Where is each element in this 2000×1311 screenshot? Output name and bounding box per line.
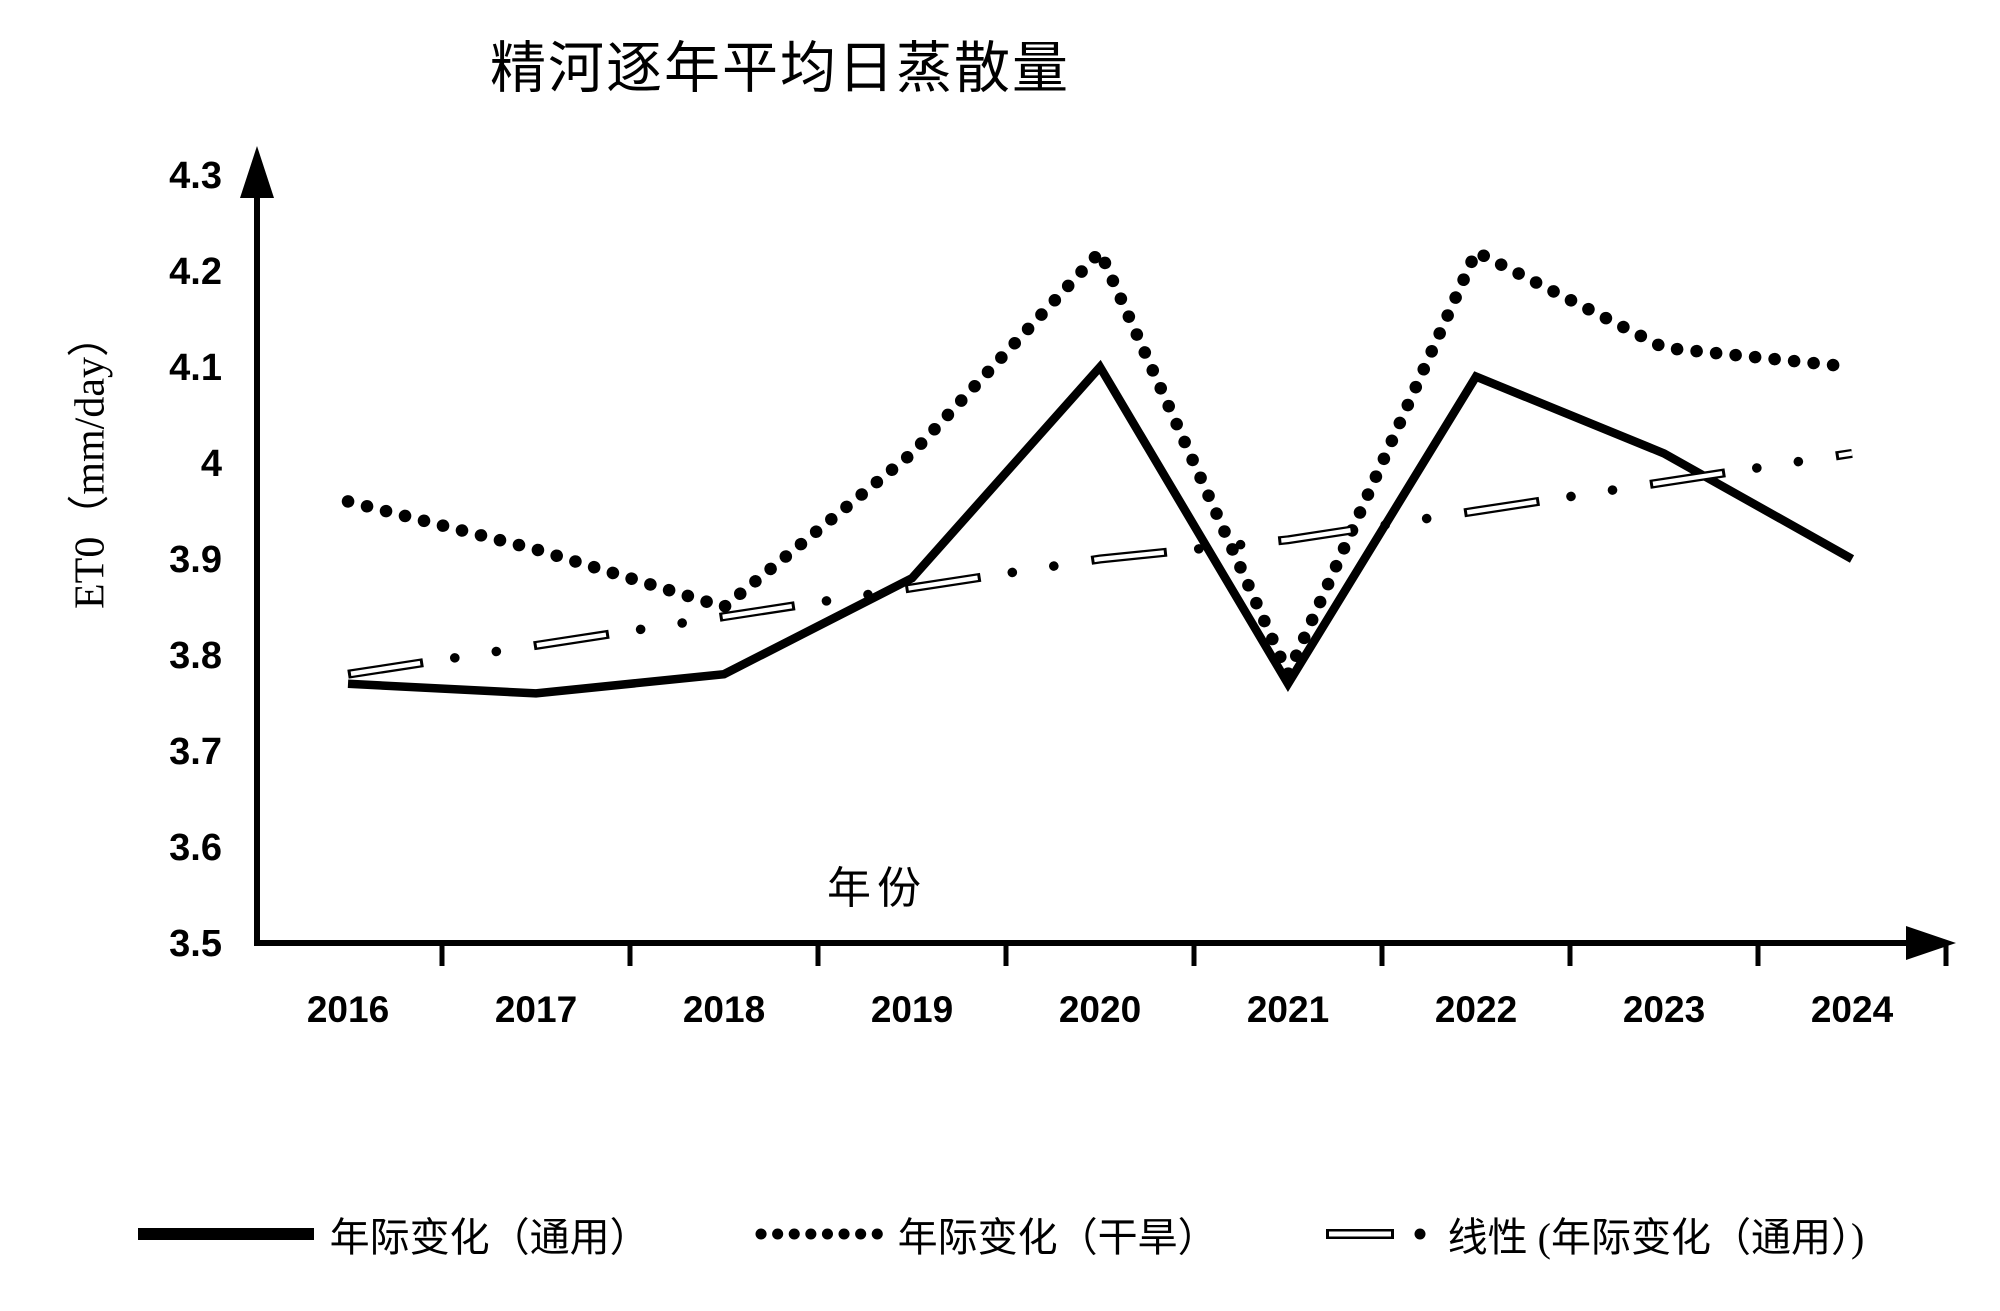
x-axis-title: 年份 <box>827 864 927 913</box>
chart-legend: 年际变化（通用） 年际变化（干旱） 线性 (年际变化（通用）) <box>0 1192 2000 1276</box>
y-tick-label: 3.6 <box>169 827 222 869</box>
legend-item-general: 年际变化（通用） <box>136 1205 650 1263</box>
y-tick-label: 4.3 <box>169 155 222 197</box>
legend-item-drought: 年际变化（干旱） <box>754 1205 1218 1263</box>
x-tick-label: 2018 <box>683 989 765 1030</box>
y-tick-label: 4.2 <box>169 251 222 293</box>
chart-title: 精河逐年平均日蒸散量 <box>490 38 1070 101</box>
y-tick-label: 4 <box>201 443 222 485</box>
y-tick-label: 3.9 <box>169 539 222 581</box>
legend-label: 年际变化（干旱） <box>897 1215 1218 1260</box>
series-line-general <box>347 359 1855 698</box>
x-tick-label: 2017 <box>495 989 577 1030</box>
y-axis-title: ET0（mm/day） <box>67 315 114 609</box>
y-tick-label: 4.1 <box>169 347 222 389</box>
legend-swatch-hollow-long-dash-dot-dot <box>1325 1228 1426 1240</box>
series-line-drought <box>341 245 1859 681</box>
y-tick-label: 3.7 <box>169 731 222 773</box>
x-tick-label: 2016 <box>307 989 389 1030</box>
series-trendline <box>343 448 1857 679</box>
x-axis-arrowhead-icon <box>1906 926 1956 960</box>
x-tick-label: 2021 <box>1247 989 1329 1030</box>
legend-item-trendline: 线性 (年际变化（通用）) <box>1322 1205 1865 1263</box>
y-tick-label: 3.5 <box>169 923 222 965</box>
x-tick-label: 2023 <box>1623 989 1705 1030</box>
x-tick-label: 2020 <box>1059 989 1141 1030</box>
x-tick-label: 2022 <box>1435 989 1517 1030</box>
legend-swatch-solid <box>137 1228 314 1240</box>
legend-swatch-dotted <box>755 1228 884 1240</box>
x-tick-label: 2024 <box>1811 989 1894 1030</box>
trendline-dash-fill <box>347 451 1853 677</box>
y-tick-label: 3.8 <box>169 635 222 677</box>
x-tick-label: 2019 <box>871 989 953 1030</box>
y-axis-arrowhead-icon <box>240 146 274 198</box>
legend-label: 线性 (年际变化（通用）) <box>1447 1215 1865 1260</box>
legend-label: 年际变化（通用） <box>329 1215 650 1260</box>
